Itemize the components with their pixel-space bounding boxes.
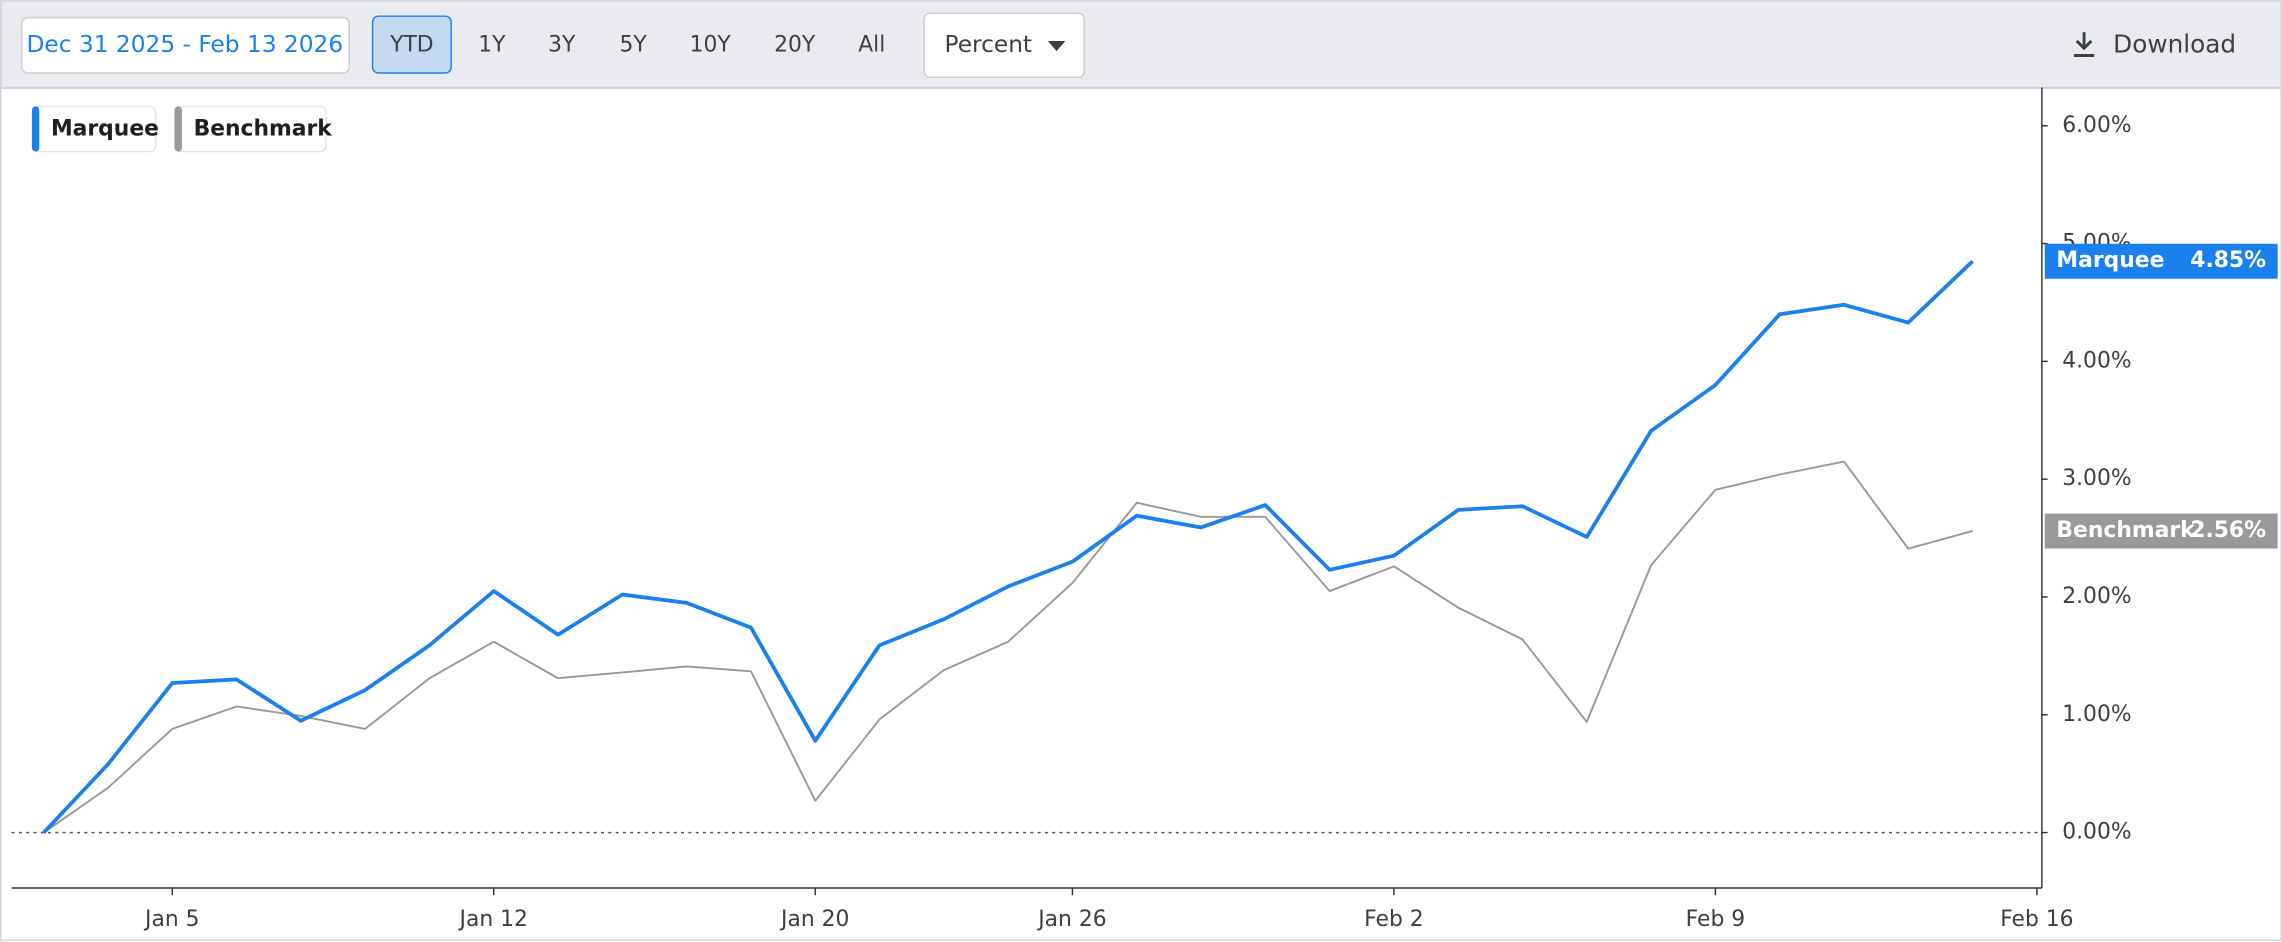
range-button[interactable]: All [858, 32, 885, 57]
mode-dropdown[interactable] [923, 12, 1085, 79]
dropdown-caret [1047, 40, 1066, 52]
date-range-box[interactable] [21, 16, 351, 74]
x-tick-label: Jan 26 [1036, 907, 1106, 932]
end-badge-name: Marquee [2056, 248, 2164, 273]
legend-label[interactable]: Benchmark [194, 117, 333, 142]
series-line [43, 460, 1973, 834]
series-line [42, 259, 1974, 834]
x-tick-label: Feb 2 [1364, 907, 1423, 932]
range-button[interactable]: 20Y [774, 32, 816, 57]
range-selected[interactable] [371, 15, 452, 74]
range-button[interactable]: 1Y [478, 32, 506, 57]
y-tick-label: 4.00% [2062, 348, 2131, 373]
x-tick-label: Jan 5 [143, 907, 199, 932]
end-badge-value: 2.56% [2190, 518, 2266, 543]
end-badge-name: Benchmark [2056, 518, 2195, 543]
x-tick-label: Jan 12 [458, 907, 528, 932]
y-tick-label: 6.00% [2062, 113, 2131, 138]
chart-frame [0, 86, 2282, 942]
download-button[interactable]: Download [2113, 29, 2236, 58]
legend-swatch [32, 106, 40, 152]
range-button[interactable]: YTD [389, 32, 433, 57]
end-badge [2044, 243, 2278, 279]
end-badge-value: 4.85% [2190, 248, 2266, 273]
range-buttons: YTD 1Y 3Y 5Y 10Y 20Y All [371, 15, 885, 74]
range-button[interactable]: 3Y [548, 32, 576, 57]
range-button[interactable]: 5Y [619, 32, 647, 57]
mode-label[interactable]: Percent [945, 31, 1033, 58]
end-badge [2044, 513, 2278, 549]
date-range[interactable]: Dec 31 2025 - Feb 13 2026 [27, 31, 344, 58]
y-tick-label: 1.00% [2062, 702, 2131, 727]
download-icon[interactable] [2073, 32, 2095, 57]
plot: 0.00%1.00%2.00%3.00%4.00%5.00%6.00%Jan 5… [11, 87, 2278, 932]
y-tick-label: 2.00% [2062, 584, 2131, 609]
x-tick-label: Feb 16 [2000, 907, 2073, 932]
y-tick-label: 3.00% [2062, 466, 2131, 491]
legend-label[interactable]: Marquee [51, 117, 159, 142]
x-tick-label: Jan 20 [779, 907, 849, 932]
legend-swatch [174, 106, 182, 152]
x-tick-label: Feb 9 [1686, 907, 1745, 932]
range-button[interactable]: 10Y [690, 32, 732, 57]
y-tick-label: 0.00% [2062, 820, 2131, 845]
